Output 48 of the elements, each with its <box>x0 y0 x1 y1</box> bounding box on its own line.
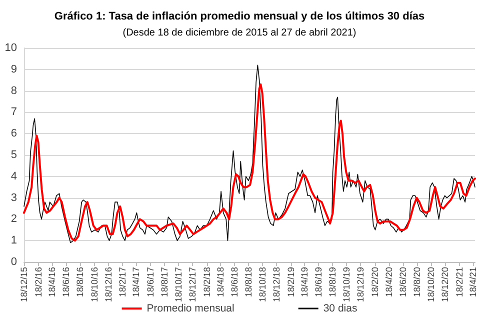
y-tick-label: 3 <box>10 192 17 204</box>
x-tick-label: 18/4/18 <box>215 267 226 298</box>
x-tick-label: 18/4/16 <box>47 267 58 298</box>
y-tick-label: 2 <box>10 213 17 226</box>
y-tick-label: 10 <box>4 42 17 54</box>
x-tick-label: 18/6/19 <box>314 267 324 298</box>
x-tick-label: 18/8/19 <box>328 267 338 298</box>
x-tick-label: 18/6/20 <box>398 267 408 298</box>
x-tick-label: 18/2/19 <box>286 267 296 298</box>
y-tick-label: 0 <box>10 256 17 268</box>
x-tick-label: 18/2/16 <box>33 267 44 298</box>
x-tick-label: 18/4/21 <box>468 267 478 298</box>
x-tick-label: 18/8/18 <box>243 267 254 298</box>
x-tick-label: 18/10/18 <box>258 267 268 302</box>
x-tick-label: 18/2/20 <box>370 267 380 298</box>
x-tick-label: 18/6/17 <box>145 267 156 298</box>
y-tick-label: 5 <box>10 149 17 161</box>
x-tick-label: 18/12/20 <box>440 267 450 302</box>
x-tick-label: 18/10/20 <box>426 267 436 302</box>
x-tick-label: 18/8/16 <box>75 267 86 298</box>
x-tick-label: 18/10/17 <box>173 267 184 302</box>
x-tick-label: 18/4/19 <box>299 267 310 298</box>
x-tick-label: 18/6/16 <box>61 267 72 298</box>
x-tick-label: 18/12/17 <box>187 267 198 302</box>
x-tick-label: 18/6/18 <box>229 267 240 298</box>
x-tick-label: 18/8/17 <box>159 267 170 298</box>
y-tick-label: 1 <box>10 234 17 247</box>
x-tick-label: 18/8/20 <box>412 267 422 298</box>
chart-subtitle: (Desde 18 de diciembre de 2015 al 27 de abril 2021) <box>122 28 356 38</box>
x-tick-label: 18/12/18 <box>272 267 282 302</box>
y-tick-label: 8 <box>10 84 17 97</box>
x-tick-label: 18/12/15 <box>19 267 29 302</box>
x-tick-label: 18/2/17 <box>118 267 128 298</box>
x-tick-label: 18/12/16 <box>103 267 114 302</box>
x-tick-label: 18/4/20 <box>384 267 394 298</box>
x-tick-label: 18/10/16 <box>89 267 100 302</box>
x-tick-label: 18/2/18 <box>202 267 212 298</box>
y-tick-label: 9 <box>10 63 17 76</box>
legend-label: 30 dias <box>323 302 358 314</box>
x-tick-label: 18/10/19 <box>342 267 352 302</box>
chart-title: Gráfico 1: Tasa de inflación promedio mensual y de los últimos 30 días <box>54 10 425 22</box>
x-tick-label: 18/2/21 <box>454 267 464 298</box>
y-tick-label: 6 <box>10 128 17 140</box>
legend-label: Promedio mensual <box>146 302 234 314</box>
x-tick-label: 18/12/19 <box>356 267 366 302</box>
x-tick-label: 18/4/17 <box>131 267 142 298</box>
y-tick-label: 4 <box>10 170 17 182</box>
y-tick-label: 7 <box>10 106 17 118</box>
